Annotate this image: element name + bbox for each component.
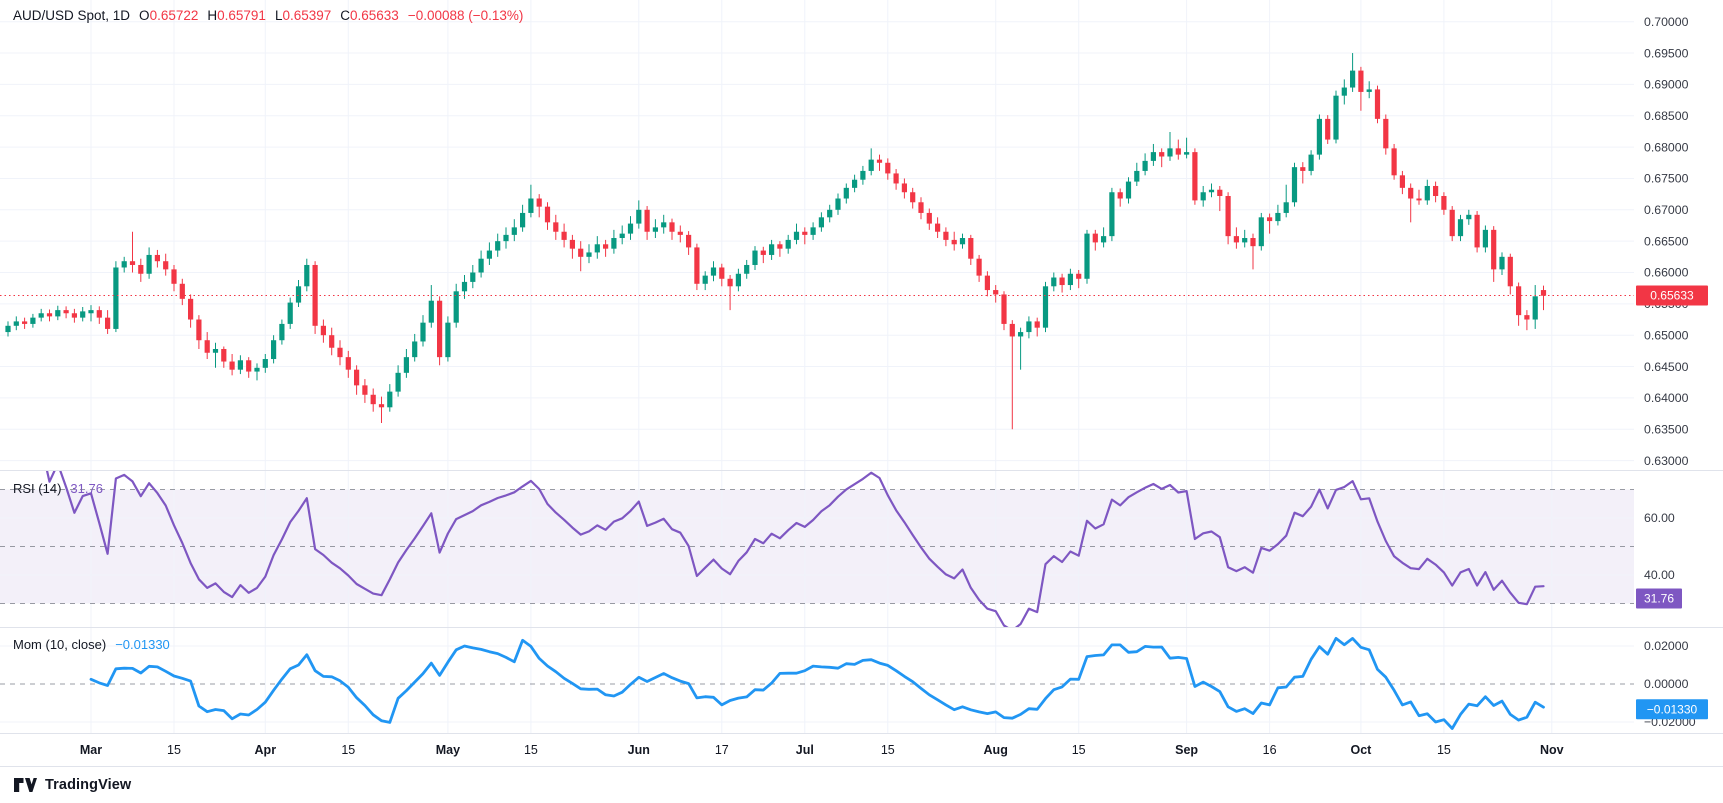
- time-axis-label: 15: [1071, 743, 1086, 757]
- price-pane-canvas[interactable]: 0.70000 0.69500 0.69000 0.68500 0.68000 0.675…: [0, 0, 1723, 470]
- time-axis-label: Jul: [795, 743, 814, 757]
- vertical-gridlines: [90, 0, 1553, 470]
- brand-text[interactable]: TradingView: [45, 777, 132, 793]
- mom-axis-label: 0.00000: [1644, 677, 1689, 691]
- time-axis-label: 15: [523, 743, 538, 757]
- price-gridlines: [0, 21, 1634, 462]
- time-axis-label: Nov: [1539, 743, 1564, 757]
- momentum-pane[interactable]: 0.02000 0.00000 −0.02000 −0.01330 Mom (10, …: [0, 627, 1723, 733]
- price-axis-label: 0.66500: [1644, 234, 1689, 248]
- footer-bar: TradingView: [0, 767, 1723, 803]
- tradingview-logo-icon[interactable]: [14, 776, 37, 794]
- momentum-line: [89, 636, 1545, 730]
- price-axis-label: 0.69000: [1644, 78, 1689, 92]
- mom-value-badge: −0.01330: [1636, 699, 1708, 720]
- rsi-value-badge: 31.76: [1636, 588, 1682, 609]
- rsi-pane-canvas[interactable]: 60.00 40.00 31.76: [0, 471, 1723, 627]
- mom-gridlines: [0, 645, 1634, 723]
- price-axis-label: 0.63500: [1644, 422, 1689, 436]
- price-pane[interactable]: 0.70000 0.69500 0.69000 0.68500 0.68000 0.675…: [0, 0, 1723, 470]
- svg-text:31.76: 31.76: [1644, 591, 1674, 605]
- time-axis-label: Apr: [254, 743, 277, 757]
- svg-text:−0.01330: −0.01330: [1647, 702, 1698, 716]
- time-axis[interactable]: Mar 15 Apr 15 May 15 Jun 17 Jul 15 Aug 15 Sep 16 Oct 15…: [0, 733, 1723, 767]
- time-axis-label: 15: [167, 743, 181, 757]
- time-axis-label: Sep: [1175, 743, 1199, 757]
- price-axis-label: 0.64000: [1644, 391, 1689, 405]
- time-axis-label: Mar: [79, 743, 103, 757]
- rsi-axis-label: 60.00: [1644, 511, 1675, 525]
- rsi-gridlines: [0, 517, 1634, 576]
- price-axis-label: 0.65000: [1644, 328, 1689, 342]
- time-axis-label: Jun: [627, 743, 650, 757]
- rsi-axis-label: 40.00: [1644, 568, 1675, 582]
- last-price-badge: 0.65633: [1636, 285, 1708, 306]
- rsi-pane[interactable]: 60.00 40.00 31.76 RSI (14) 31.76: [0, 470, 1723, 627]
- price-axis-label: 0.69500: [1644, 46, 1689, 60]
- price-axis-label: 0.66000: [1644, 266, 1689, 280]
- candles-layer: [5, 53, 1547, 430]
- price-axis-label: 0.63000: [1644, 454, 1689, 468]
- vertical-gridlines: [90, 471, 1553, 627]
- price-axis-label: 0.70000: [1644, 15, 1689, 29]
- time-axis-label: May: [435, 743, 461, 757]
- price-axis-label: 0.68000: [1644, 140, 1689, 154]
- mom-axis-label: 0.02000: [1644, 639, 1689, 653]
- time-axis-label: 16: [1262, 743, 1277, 757]
- rsi-line: [45, 471, 1545, 627]
- price-axis-label: 0.67500: [1644, 172, 1689, 186]
- svg-text:0.65633: 0.65633: [1650, 289, 1694, 303]
- time-axis-label: 15: [341, 743, 356, 757]
- time-axis-label: Oct: [1350, 743, 1372, 757]
- time-axis-label: 17: [714, 743, 729, 757]
- price-axis-label: 0.64500: [1644, 360, 1689, 374]
- price-axis-label: 0.67000: [1644, 203, 1689, 217]
- price-axis-label: 0.68500: [1644, 109, 1689, 123]
- time-axis-label: 15: [1436, 743, 1451, 757]
- time-axis-label: Aug: [983, 743, 1008, 757]
- time-axis-label: 15: [880, 743, 895, 757]
